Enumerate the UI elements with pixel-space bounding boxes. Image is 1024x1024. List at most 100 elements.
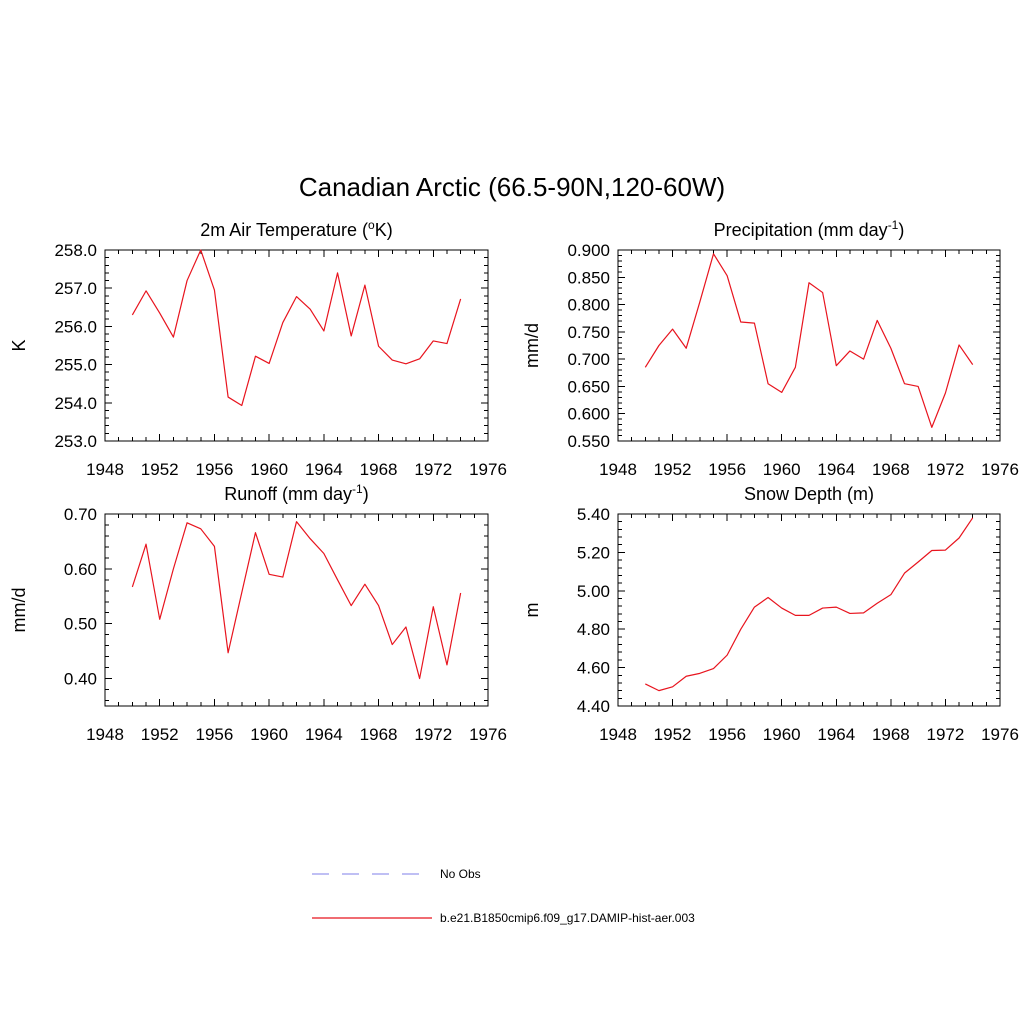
panel-title-superscript: -1 bbox=[888, 218, 899, 232]
data-point bbox=[172, 336, 174, 338]
data-point bbox=[767, 596, 769, 598]
data-point bbox=[712, 253, 714, 255]
legend-obs-label: No Obs bbox=[440, 867, 481, 881]
data-point bbox=[282, 321, 284, 323]
data-point bbox=[972, 517, 974, 519]
y-tick-label: 0.40 bbox=[64, 670, 97, 689]
x-tick-label: 1948 bbox=[86, 725, 124, 744]
data-point bbox=[377, 604, 379, 606]
data-point bbox=[336, 272, 338, 274]
x-tick-label: 1952 bbox=[141, 460, 179, 479]
data-point bbox=[405, 626, 407, 628]
data-point bbox=[917, 561, 919, 563]
y-tick-label: 0.600 bbox=[567, 405, 610, 424]
data-point bbox=[644, 683, 646, 685]
data-point bbox=[186, 522, 188, 524]
data-point bbox=[903, 572, 905, 574]
y-tick-label: 0.50 bbox=[64, 615, 97, 634]
panel-title-text: Runoff (mm day bbox=[224, 484, 352, 504]
x-tick-label: 1948 bbox=[599, 460, 637, 479]
y-tick-label: 0.750 bbox=[567, 323, 610, 342]
data-point bbox=[849, 612, 851, 614]
data-point bbox=[282, 576, 284, 578]
x-tick-label: 1952 bbox=[654, 460, 692, 479]
data-point bbox=[186, 279, 188, 281]
y-tick-label: 257.0 bbox=[54, 279, 97, 298]
data-point bbox=[903, 383, 905, 385]
data-point bbox=[364, 284, 366, 286]
data-point bbox=[726, 274, 728, 276]
x-tick-label: 1968 bbox=[872, 460, 910, 479]
x-tick-label: 1976 bbox=[469, 725, 507, 744]
data-point bbox=[917, 385, 919, 387]
data-point bbox=[849, 350, 851, 352]
y-tick-label: 0.700 bbox=[567, 350, 610, 369]
data-point bbox=[972, 363, 974, 365]
data-point bbox=[835, 364, 837, 366]
data-point bbox=[377, 345, 379, 347]
data-point bbox=[254, 531, 256, 533]
data-point bbox=[821, 291, 823, 293]
data-point bbox=[726, 654, 728, 656]
x-tick-label: 1976 bbox=[981, 725, 1019, 744]
y-tick-label: 0.850 bbox=[567, 268, 610, 287]
data-point bbox=[781, 607, 783, 609]
y-tick-label: 5.40 bbox=[577, 505, 610, 524]
data-point bbox=[145, 543, 147, 545]
y-tick-label: 4.40 bbox=[577, 697, 610, 716]
x-tick-label: 1976 bbox=[469, 460, 507, 479]
data-point bbox=[391, 643, 393, 645]
series-line-model bbox=[131, 521, 462, 680]
x-tick-label: 1964 bbox=[817, 725, 855, 744]
x-tick-label: 1952 bbox=[654, 725, 692, 744]
x-tick-label: 1952 bbox=[141, 725, 179, 744]
panel-1: 2m Air Temperature (oK) K 1948 1952 1956 1960… bbox=[9, 218, 507, 479]
figure-title: Canadian Arctic (66.5-90N,120-60W) bbox=[299, 172, 725, 202]
y-tick-label: 4.60 bbox=[577, 659, 610, 678]
data-point bbox=[159, 618, 161, 620]
panel-title-end: ) bbox=[363, 484, 369, 504]
x-tick-label: 1972 bbox=[414, 460, 452, 479]
data-point bbox=[794, 366, 796, 368]
y-axis-label: mm/d bbox=[522, 323, 542, 368]
legend-model-label: b.e21.B1850cmip6.f09_g17.DAMIP-hist-aer.… bbox=[440, 911, 695, 925]
data-point bbox=[364, 583, 366, 585]
x-tick-label: 1948 bbox=[599, 725, 637, 744]
data-point bbox=[418, 677, 420, 679]
x-tick-label: 1972 bbox=[927, 725, 965, 744]
data-point bbox=[671, 686, 673, 688]
panel-title-text: Precipitation (mm day bbox=[714, 220, 888, 240]
y-tick-label: 0.650 bbox=[567, 377, 610, 396]
data-point bbox=[309, 537, 311, 539]
y-tick-label: 4.80 bbox=[577, 620, 610, 639]
data-point bbox=[200, 249, 202, 251]
y-tick-label: 0.60 bbox=[64, 560, 97, 579]
data-point bbox=[241, 591, 243, 593]
panels-container: 2m Air Temperature (oK) K 1948 1952 1956 1960… bbox=[9, 218, 1019, 744]
x-tick-label: 1972 bbox=[927, 460, 965, 479]
panel-title-superscript: o bbox=[368, 218, 375, 232]
data-point bbox=[699, 301, 701, 303]
data-point bbox=[876, 319, 878, 321]
data-point bbox=[767, 383, 769, 385]
x-tick-label: 1956 bbox=[708, 460, 746, 479]
y-tick-label: 0.900 bbox=[567, 241, 610, 260]
panel-2: Precipitation (mm day-1) mm/d 1948 1952 1956… bbox=[522, 218, 1019, 479]
data-point bbox=[295, 295, 297, 297]
data-point bbox=[172, 568, 174, 570]
data-point bbox=[391, 359, 393, 361]
x-tick-label: 1972 bbox=[414, 725, 452, 744]
y-tick-label: 253.0 bbox=[54, 432, 97, 451]
data-point bbox=[131, 586, 133, 588]
data-point bbox=[405, 363, 407, 365]
data-point bbox=[446, 342, 448, 344]
x-tick-label: 1960 bbox=[763, 725, 801, 744]
panel-title: Precipitation (mm day-1) bbox=[714, 218, 905, 240]
x-tick-label: 1968 bbox=[360, 725, 398, 744]
x-tick-label: 1968 bbox=[872, 725, 910, 744]
series-line-model bbox=[131, 249, 462, 407]
panel-title-superscript: -1 bbox=[352, 482, 363, 496]
x-tick-label: 1960 bbox=[763, 460, 801, 479]
data-point bbox=[740, 321, 742, 323]
y-tick-label: 5.00 bbox=[577, 582, 610, 601]
